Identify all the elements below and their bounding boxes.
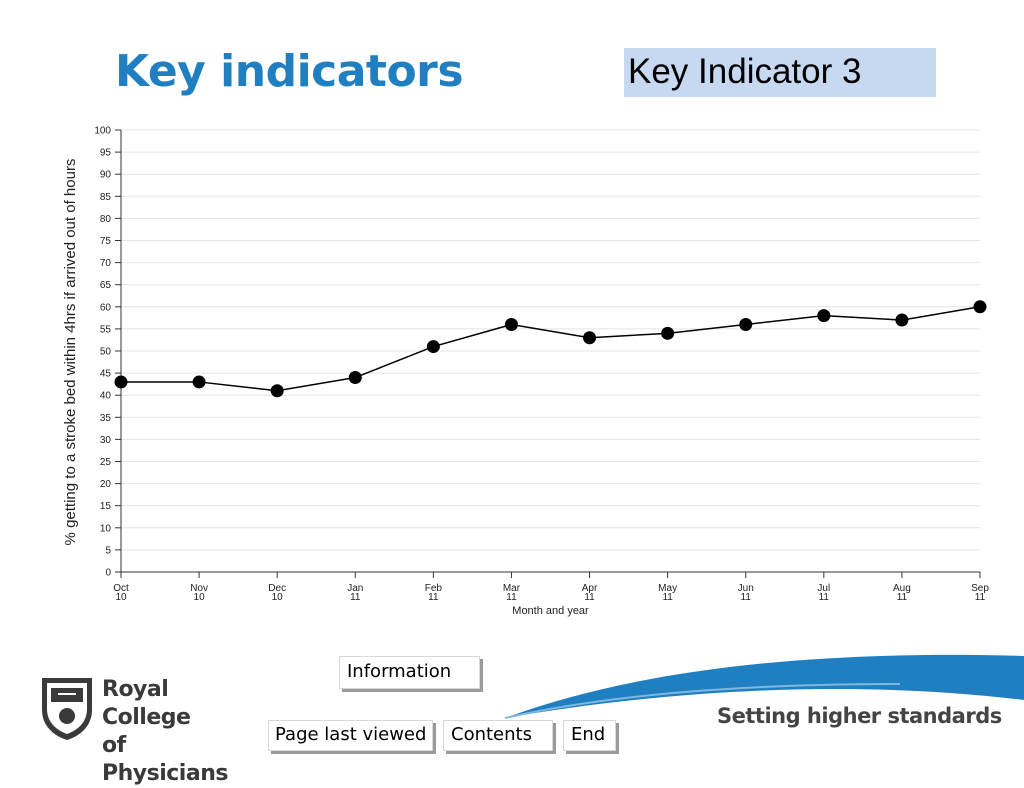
y-tick-label: 30 (100, 435, 112, 446)
y-tick-label: 25 (100, 457, 112, 468)
x-tick-label-year: 11 (897, 592, 908, 603)
y-tick-label: 75 (100, 236, 112, 247)
y-tick-label: 20 (100, 479, 112, 490)
end-button-label: End (571, 724, 606, 745)
x-tick-label-year: 11 (350, 592, 361, 603)
y-tick-label: 70 (100, 258, 112, 269)
x-tick-label-year: 11 (741, 592, 752, 603)
contents-button[interactable]: Contents (443, 720, 553, 751)
crest-icon (42, 678, 92, 740)
y-tick-label: 60 (100, 302, 112, 313)
y-tick-label: 5 (105, 545, 111, 556)
x-tick-label-month: Oct (113, 583, 129, 594)
x-tick-label-month: Jun (738, 583, 754, 594)
data-point (583, 331, 597, 345)
data-point (661, 326, 675, 340)
y-tick-label: 100 (94, 126, 111, 137)
y-tick-label: 45 (100, 369, 112, 380)
x-tick-label-year: 11 (975, 592, 986, 603)
information-button-label: Information (347, 661, 452, 682)
data-point (973, 300, 987, 314)
page-last-viewed-button[interactable]: Page last viewed (268, 720, 433, 751)
x-tick-label-month: Jul (817, 583, 830, 594)
x-tick-label-year: 10 (115, 592, 127, 603)
data-point (426, 340, 440, 354)
decorative-swoosh (504, 654, 1024, 719)
data-point (895, 313, 909, 327)
page-last-viewed-button-label: Page last viewed (275, 724, 427, 745)
data-point (348, 371, 362, 385)
tagline: Setting higher standards (717, 704, 1002, 728)
x-tick-label-month: Feb (425, 583, 443, 594)
x-tick-label-year: 11 (819, 592, 830, 603)
series-line (121, 306, 981, 392)
x-tick-label-month: Jan (347, 583, 363, 594)
data-point (192, 375, 206, 389)
x-tick-label-year: 11 (584, 592, 595, 603)
y-tick-label: 10 (100, 523, 112, 534)
x-tick-label-year: 10 (194, 592, 206, 603)
x-tick-label-month: Aug (893, 583, 911, 594)
x-tick-label-year: 11 (662, 592, 673, 603)
data-point (817, 309, 831, 323)
data-point (114, 375, 128, 389)
data-point (739, 317, 753, 331)
line-chart: 0 5 10 15 20 25 30 35 40 45 50 55 60 65 70 75 80 85 90 95 10… (62, 126, 989, 618)
x-tick-label-month: Sep (971, 583, 989, 594)
data-point (270, 384, 284, 398)
y-tick-label: 55 (100, 324, 112, 335)
y-tick-label: 85 (100, 192, 112, 203)
data-point (504, 317, 518, 331)
x-tick-label-month: Mar (503, 583, 521, 594)
end-button[interactable]: End (563, 720, 616, 751)
contents-button-label: Contents (451, 724, 532, 745)
x-tick-label-year: 11 (506, 592, 517, 603)
information-button[interactable]: Information (339, 656, 480, 689)
x-tick-label-month: Dec (268, 583, 286, 594)
x-tick-label-month: May (658, 583, 677, 594)
y-tick-label: 50 (100, 347, 112, 358)
y-tick-label: 90 (100, 170, 112, 181)
y-tick-label: 35 (100, 413, 112, 424)
slide-title: Key indicators (115, 46, 464, 97)
y-tick-label: 40 (100, 391, 112, 402)
x-tick-label-month: Nov (190, 583, 208, 594)
y-tick-label: 80 (100, 214, 112, 225)
y-tick-label: 15 (100, 501, 112, 512)
key-indicator-label: Key Indicator 3 (624, 48, 936, 97)
key-indicator-text: Key Indicator 3 (628, 52, 862, 91)
y-tick-label: 65 (100, 280, 112, 291)
x-tick-label-year: 11 (428, 592, 439, 603)
logo-line-1: Royal College (102, 677, 191, 730)
x-tick-label-month: Apr (582, 583, 598, 594)
x-axis-label: Month and year (512, 605, 589, 617)
y-tick-label: 0 (105, 568, 111, 579)
logo-line-2: of Physicians (102, 733, 228, 786)
x-tick-label-year: 10 (272, 592, 284, 603)
logo-wordmark: Royal College of Physicians (102, 676, 253, 788)
y-axis-label: % getting to a stroke bed within 4hrs if… (62, 159, 79, 546)
rcp-logo: Royal College of Physicians (38, 672, 253, 786)
y-tick-label: 95 (100, 148, 112, 159)
